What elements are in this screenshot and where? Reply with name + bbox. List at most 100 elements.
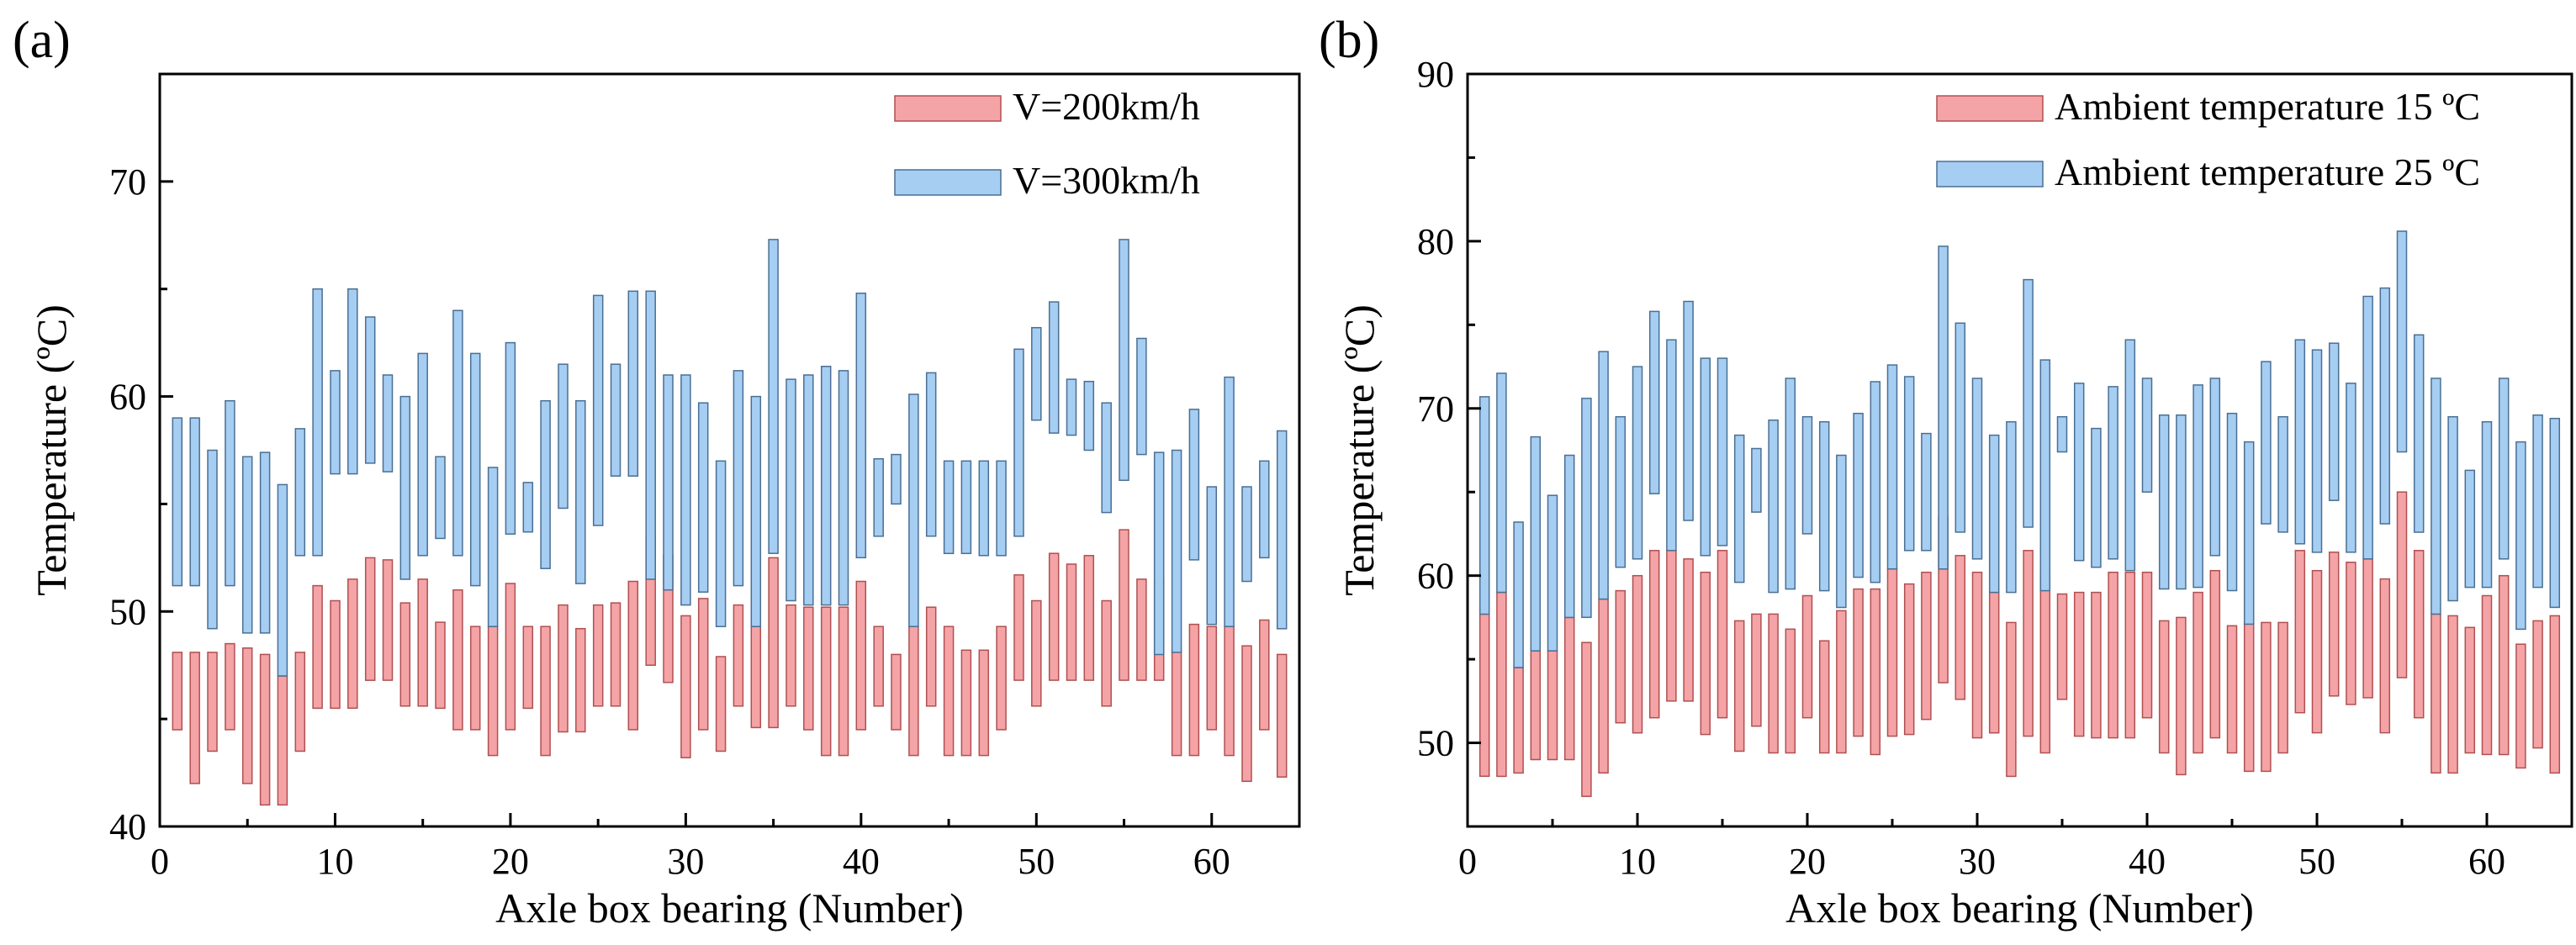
bar-2-53 xyxy=(1083,380,1095,451)
bar-2-21 xyxy=(522,482,534,533)
bar-2-8 xyxy=(1598,351,1609,600)
panel-label: (a) xyxy=(13,12,71,69)
y-tick-label: 60 xyxy=(1417,556,1454,597)
bar-1-33 xyxy=(2023,550,2034,737)
bar-1-42 xyxy=(891,653,902,731)
bar-1-36 xyxy=(2073,591,2085,737)
legend-label-2: V=300km/h xyxy=(1013,159,1200,202)
bar-2-47 xyxy=(978,460,990,557)
bar-2-46 xyxy=(960,460,972,555)
bar-2-34 xyxy=(750,395,762,627)
bar-1-54 xyxy=(1101,599,1112,707)
x-tick-label: 0 xyxy=(151,841,169,882)
bar-1-6 xyxy=(1563,616,1575,761)
bar-2-11 xyxy=(347,288,358,475)
bar-2-1 xyxy=(172,417,183,587)
y-tick-label: 80 xyxy=(1417,221,1454,262)
bar-1-9 xyxy=(312,584,323,710)
bar-2-30 xyxy=(680,374,691,606)
bar-1-10 xyxy=(330,599,341,710)
panel-b-chart: 0 10 20 30 40 50 60 50 60 70 80 90 Axle box bearing … xyxy=(1319,12,2573,932)
bar-2-44 xyxy=(2209,377,2221,557)
bar-1-51 xyxy=(1048,552,1060,681)
legend-label-2: Ambient temperature 25 ºC xyxy=(2055,150,2480,193)
bar-1-35 xyxy=(2056,593,2068,700)
bar-2-14 xyxy=(399,395,411,580)
x-tick-label: 20 xyxy=(492,841,529,882)
bar-2-33 xyxy=(2023,278,2034,528)
bar-2-62 xyxy=(1241,486,1252,583)
bar-2-33 xyxy=(733,370,744,587)
bar-2-28 xyxy=(645,290,656,580)
bar-2-60 xyxy=(1206,486,1218,626)
bar-2-45 xyxy=(943,460,955,555)
bar-1-8 xyxy=(1598,598,1609,774)
bar-1-32 xyxy=(715,656,727,752)
bar-2-2 xyxy=(189,417,200,587)
panel-label: (b) xyxy=(1319,12,1379,69)
bar-2-26 xyxy=(1903,376,1915,552)
bar-2-43 xyxy=(2193,384,2203,589)
bar-1-41 xyxy=(873,626,884,707)
bar-1-16 xyxy=(435,621,446,710)
bar-2-13 xyxy=(382,374,394,472)
bar-2-57 xyxy=(2431,377,2441,615)
bar-2-48 xyxy=(2277,415,2288,533)
bar-1-43 xyxy=(2193,591,2203,754)
bar-1-17 xyxy=(1751,613,1762,727)
bar-2-24 xyxy=(1870,381,1881,583)
bar-1-64 xyxy=(1276,653,1288,778)
bar-1-13 xyxy=(382,559,394,681)
bar-2-19 xyxy=(487,467,499,627)
bar-2-43 xyxy=(908,393,919,627)
bar-2-4 xyxy=(1530,436,1542,652)
bar-2-27 xyxy=(1921,432,1932,552)
bar-1-38 xyxy=(820,606,832,757)
legend: Ambient temperature 15 ºC Ambient tempera… xyxy=(1936,85,2480,193)
bar-2-61 xyxy=(2498,377,2510,560)
bar-1-57 xyxy=(2431,613,2441,774)
y-tick-label: 40 xyxy=(109,806,146,847)
bar-2-36 xyxy=(785,378,796,602)
bar-2-27 xyxy=(627,290,639,477)
bar-1-56 xyxy=(2413,550,2425,719)
bar-1-19 xyxy=(1785,628,1796,754)
bar-1-61 xyxy=(1224,626,1235,757)
bar-1-50 xyxy=(1031,599,1042,707)
y-axis-label: Temperature (ºC) xyxy=(28,304,75,596)
bar-2-51 xyxy=(1048,301,1060,434)
bar-2-58 xyxy=(2447,415,2458,602)
bar-2-50 xyxy=(2311,349,2323,553)
legend-swatch-1 xyxy=(894,95,1002,122)
bar-2-22 xyxy=(1836,454,1847,609)
bar-2-58 xyxy=(1171,449,1182,653)
bar-1-39 xyxy=(838,606,849,757)
bar-2-62 xyxy=(2515,441,2526,631)
bar-1-58 xyxy=(1171,649,1182,757)
bar-1-25 xyxy=(592,604,604,707)
panel-a-chart: 0 10 20 30 40 50 60 40 50 60 70 Axle box bearing (N… xyxy=(13,12,1301,932)
bar-1-24 xyxy=(1870,588,1881,756)
series-2-bars xyxy=(172,239,1288,677)
bar-1-30 xyxy=(1971,571,1983,739)
bar-2-10 xyxy=(330,370,341,475)
x-tick-label: 10 xyxy=(316,841,353,882)
bar-1-36 xyxy=(785,604,796,707)
bar-1-55 xyxy=(1119,529,1129,681)
x-tick-label: 20 xyxy=(1789,841,1826,882)
bar-2-17 xyxy=(1751,447,1762,513)
bar-2-13 xyxy=(1683,300,1694,521)
bar-1-4 xyxy=(225,642,235,731)
bar-1-18 xyxy=(469,626,481,731)
bar-1-62 xyxy=(2515,643,2526,769)
bar-2-49 xyxy=(2294,339,2306,545)
x-tick-label: 50 xyxy=(1018,841,1055,882)
bar-2-39 xyxy=(2124,339,2136,572)
bar-1-5 xyxy=(241,647,253,784)
bar-2-48 xyxy=(996,460,1007,557)
bar-1-58 xyxy=(2447,615,2458,774)
bar-2-22 xyxy=(540,399,551,569)
bar-2-44 xyxy=(925,372,937,537)
bar-1-63 xyxy=(2532,620,2543,749)
